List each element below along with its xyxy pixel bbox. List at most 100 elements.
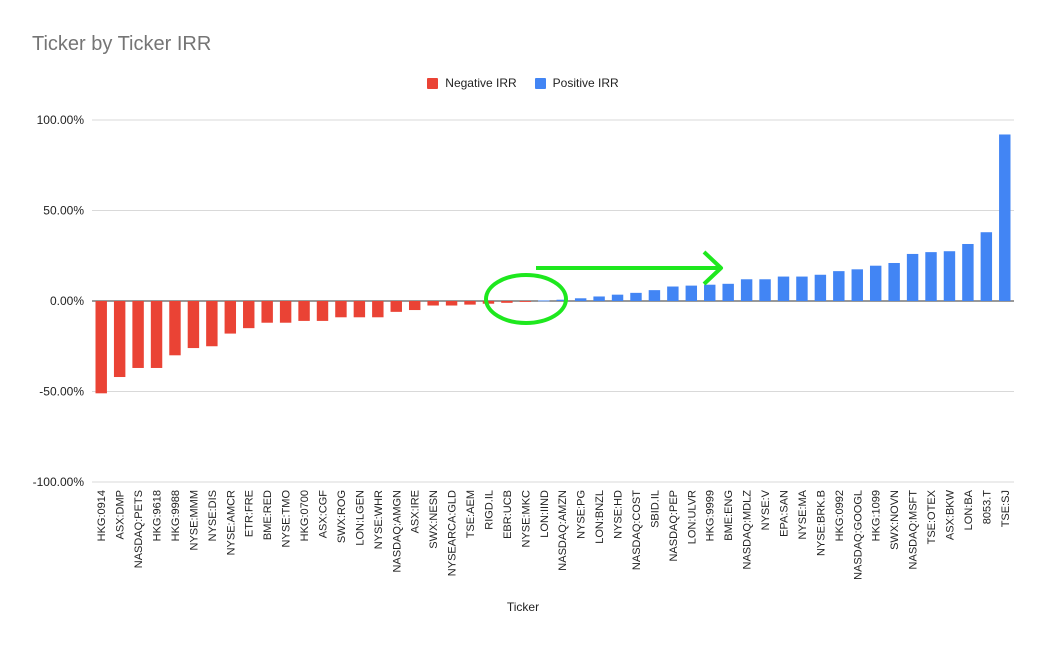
x-tick-label: BME:ENG (723, 490, 735, 541)
x-tick-label: ASX:CGF (318, 490, 330, 539)
bar-nyse-pg[interactable] (574, 298, 587, 301)
bar-nyse-amcr[interactable] (224, 301, 237, 334)
bar-nasdaq-mdlz[interactable] (740, 279, 753, 301)
chart-title: Ticker by Ticker IRR (32, 33, 212, 55)
bar-sbid-il[interactable] (648, 290, 661, 301)
bar-swx-rog[interactable] (335, 301, 347, 318)
bar-asx-bkw[interactable] (943, 251, 956, 301)
x-tick-label: NYSE:V (760, 489, 772, 530)
bar-tse-sj[interactable] (999, 134, 1011, 301)
x-tick-label: NYSE:TMO (281, 490, 293, 548)
bar-asx-dmp[interactable] (113, 301, 126, 378)
bar-nasdaq-amgn[interactable] (390, 301, 402, 312)
bar-rigd-il[interactable] (482, 301, 495, 304)
bar-nyse-mkc[interactable] (519, 301, 532, 302)
x-tick-label: NASDAQ:GOOGL (852, 490, 864, 580)
x-tick-label: LON:IIND (539, 490, 551, 538)
bar-hkg-9999[interactable] (704, 284, 716, 301)
x-tick-label: NASDAQ:MSFT (908, 490, 920, 570)
y-tick-label: -100.00% (33, 475, 85, 489)
bar-tse-aem[interactable] (464, 301, 476, 305)
x-tick-label: ETR:FRE (244, 490, 256, 537)
x-tick-label: SBID.IL (649, 490, 661, 528)
x-tick-label: LON:ULVR (686, 490, 698, 544)
bar-nyse-ma[interactable] (796, 276, 808, 301)
x-tick-label: HKG:9618 (152, 490, 164, 541)
bar-ebr-ucb[interactable] (501, 301, 513, 303)
bar-nyse-hd[interactable] (611, 294, 624, 301)
x-tick-label: ASX:IRE (410, 490, 422, 533)
annotation (484, 250, 723, 325)
x-tick-label: SWX:ROG (336, 490, 348, 543)
bar-hkg-0700[interactable] (298, 301, 310, 321)
bar-asx-cgf[interactable] (316, 301, 329, 321)
x-tick-label: BME:RED (262, 490, 274, 540)
x-tick-label: NYSEARCA:GLD (447, 490, 459, 576)
bar-nysearca-gld[interactable] (445, 301, 458, 306)
x-tick-label: HKG:0914 (96, 490, 108, 541)
legend-label-negative: Negative IRR (445, 76, 517, 90)
x-tick-label: LON:BA (963, 489, 975, 530)
bar-swx-novn[interactable] (888, 262, 900, 301)
x-axis-label: Ticker (506, 600, 540, 614)
bar-hkg-0914[interactable] (95, 301, 107, 394)
legend-item-negative[interactable]: Negative IRR (427, 76, 517, 90)
bar-hkg-1099[interactable] (869, 265, 882, 301)
y-tick-label: 0.00% (50, 294, 84, 308)
x-tick-label: NASDAQ:PEP (668, 490, 680, 562)
bar-nyse-brk-b[interactable] (814, 274, 827, 301)
x-tick-label: NYSE:HD (613, 490, 625, 539)
bar-lon-ulvr[interactable] (685, 285, 698, 301)
bar-lon-bnzl[interactable] (593, 296, 605, 301)
bar-swx-nesn[interactable] (427, 301, 439, 306)
bar-8053-t[interactable] (980, 232, 993, 301)
x-tick-label: NYSE:BRK.B (815, 490, 827, 556)
x-tick-label: HKG:9999 (705, 490, 717, 541)
annotation-ellipse (484, 273, 568, 325)
x-tick-label: 8053.T (981, 490, 993, 525)
bar-nasdaq-cost[interactable] (630, 292, 642, 301)
bar-nasdaq-pets[interactable] (132, 301, 144, 368)
bar-hkg-9618[interactable] (150, 301, 163, 368)
bar-nyse-whr[interactable] (372, 301, 384, 318)
x-tick-label: NASDAQ:PETS (133, 490, 145, 568)
bar-nasdaq-msft[interactable] (906, 253, 919, 301)
bar-epa-san[interactable] (777, 276, 790, 301)
bar-hkg-0992[interactable] (833, 271, 845, 301)
x-tick-label: NYSE:DIS (207, 490, 219, 541)
x-tick-label: HKG:9988 (170, 490, 182, 541)
bar-lon-ba[interactable] (962, 243, 974, 301)
x-tick-label: HKG:0992 (834, 490, 846, 541)
bar-bme-eng[interactable] (722, 283, 734, 301)
bar-nasdaq-googl[interactable] (851, 269, 863, 301)
bar-etr-fre[interactable] (243, 301, 255, 329)
legend-swatch-negative (427, 77, 439, 89)
bar-tse-otex[interactable] (925, 252, 937, 301)
bar-nyse-mmm[interactable] (187, 301, 200, 349)
x-tick-label: NYSE:MA (797, 489, 809, 539)
y-tick-labels: 100.00% 50.00% 0.00% -50.00% -100.00% (33, 113, 85, 489)
x-tick-label: NASDAQ:AMZN (557, 490, 569, 571)
bar-nyse-dis[interactable] (206, 301, 218, 347)
bar-nasdaq-pep[interactable] (667, 286, 679, 301)
x-tick-label: NASDAQ:AMGN (391, 490, 403, 573)
bar-hkg-9988[interactable] (169, 301, 181, 356)
bar-lon-lgen[interactable] (353, 301, 366, 318)
bar-nasdaq-amzn[interactable] (556, 299, 568, 301)
bar-lon-iind[interactable] (538, 300, 550, 302)
x-tick-label: TSE:OTEX (926, 489, 938, 544)
bar-nyse-v[interactable] (759, 279, 771, 301)
legend-item-positive[interactable]: Positive IRR (534, 76, 619, 90)
x-tick-label: LON:BNZL (594, 490, 606, 544)
annotation-arrow-head (702, 250, 723, 286)
bar-nyse-tmo[interactable] (279, 301, 292, 323)
bar-bme-red[interactable] (261, 301, 273, 323)
x-tick-label: EBR:UCB (502, 490, 514, 539)
x-tick-label: LON:LGEN (354, 490, 366, 546)
x-tick-label: NYSE:MMM (188, 490, 200, 551)
x-tick-label: SWX:NESN (428, 490, 440, 549)
x-tick-label: NASDAQ:MDLZ (742, 490, 754, 570)
bar-asx-ire[interactable] (408, 301, 421, 311)
x-tick-label: TSE:SJ (1000, 490, 1012, 527)
